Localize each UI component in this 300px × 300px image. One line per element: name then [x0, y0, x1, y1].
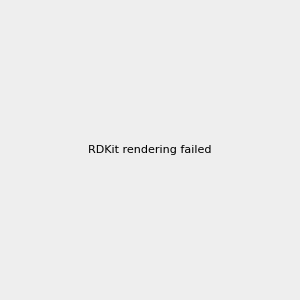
- Text: RDKit rendering failed: RDKit rendering failed: [88, 145, 212, 155]
